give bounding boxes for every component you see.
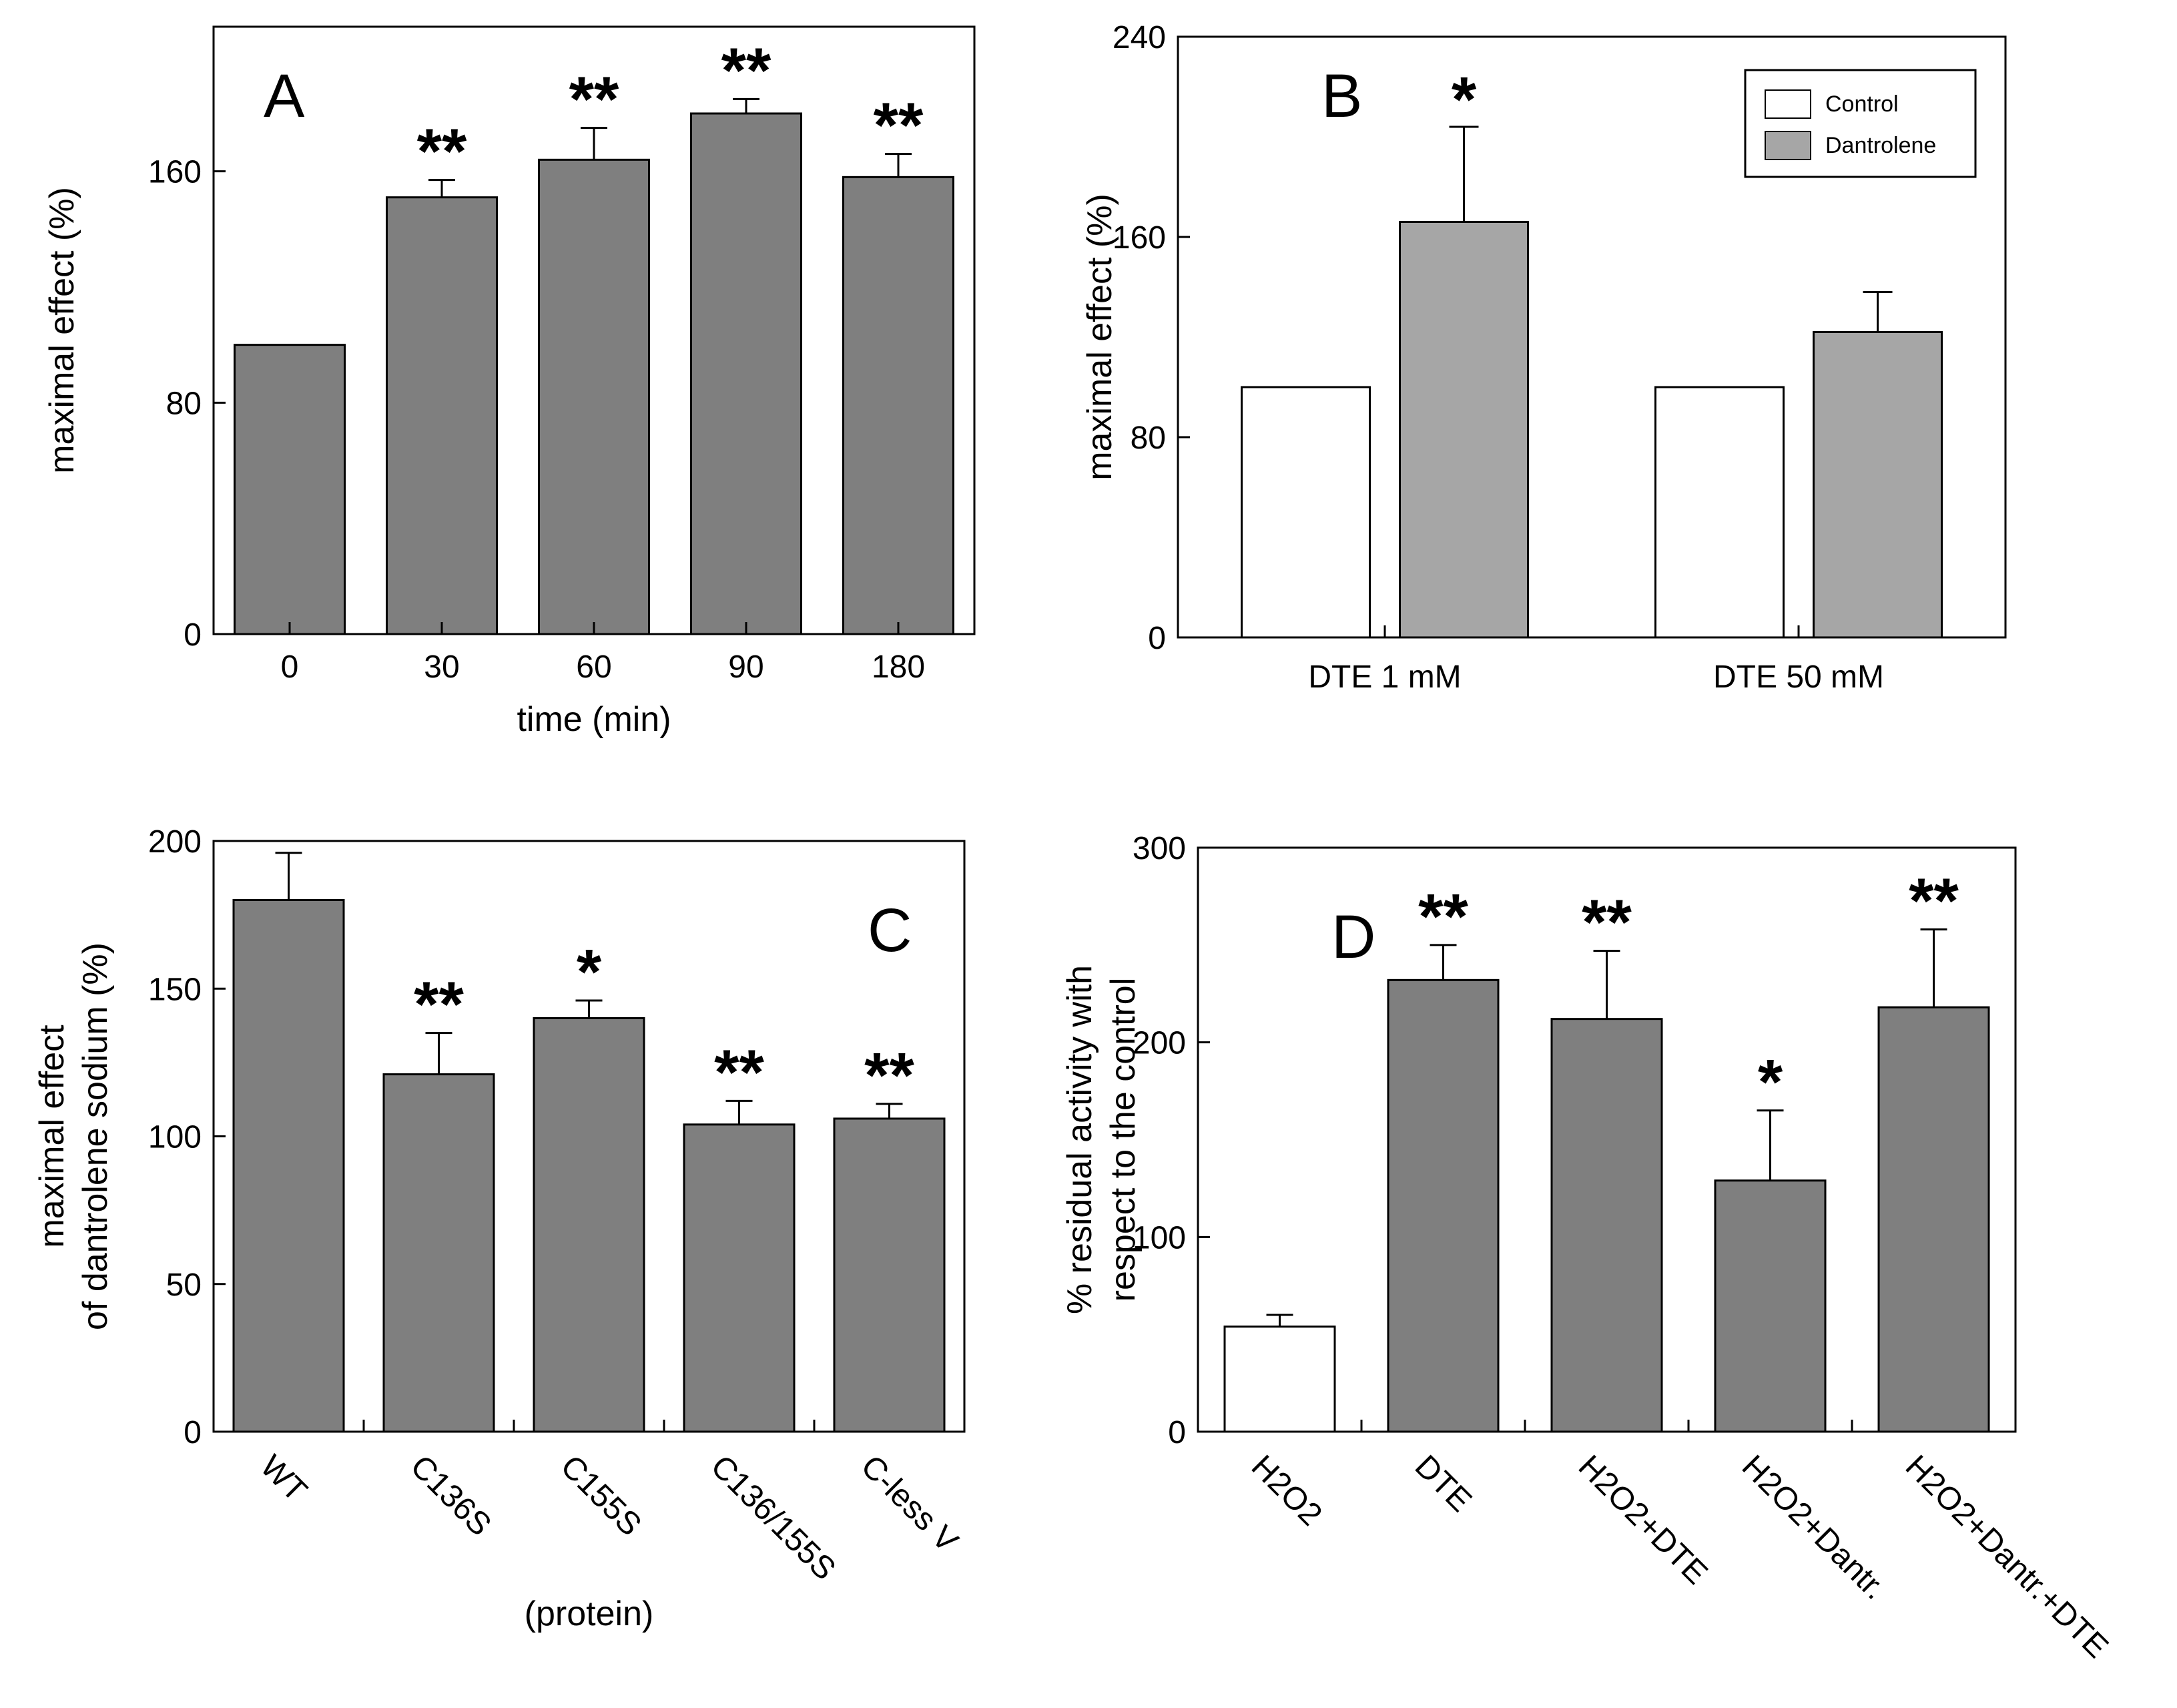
bar xyxy=(1241,386,1371,639)
y-tick-label: 160 xyxy=(148,155,202,190)
panel-letter: D xyxy=(1331,903,1375,971)
bar xyxy=(1877,1006,1990,1433)
legend-label: Dantrolene xyxy=(1825,133,1936,158)
bar xyxy=(1387,978,1500,1433)
significance-label: ** xyxy=(1909,866,1959,937)
bar xyxy=(1714,1179,1827,1433)
x-tick-label: 30 xyxy=(424,649,459,685)
y-tick-label: 80 xyxy=(166,386,202,421)
y-axis-title: % residual activity with xyxy=(1060,965,1099,1314)
bar xyxy=(1399,221,1529,639)
x-axis-title: (protein) xyxy=(525,1595,654,1633)
y-axis-title: respect to the control xyxy=(1104,978,1143,1302)
x-tick-label: 90 xyxy=(728,649,763,685)
x-tick-label: WT xyxy=(254,1448,314,1508)
significance-label: ** xyxy=(1418,881,1468,952)
bar xyxy=(1550,1018,1663,1433)
y-tick-label: 50 xyxy=(166,1267,202,1303)
x-tick-label: 0 xyxy=(281,649,299,685)
panel-letter: A xyxy=(264,62,305,130)
bar xyxy=(382,1073,495,1433)
panel-letter: B xyxy=(1321,62,1362,130)
y-tick-label: 240 xyxy=(1113,20,1166,55)
bar xyxy=(1813,331,1943,639)
panel-letter: C xyxy=(868,896,912,964)
x-axis-title: time (min) xyxy=(517,700,671,739)
bar xyxy=(538,158,650,635)
y-axis-title: of dantrolene sodium (%) xyxy=(76,942,115,1330)
y-axis-title: maximal effect (%) xyxy=(1080,194,1119,481)
significance-label: ** xyxy=(714,1037,764,1108)
significance-label: * xyxy=(1758,1047,1783,1118)
legend-box xyxy=(1744,69,1977,178)
y-tick-label: 150 xyxy=(148,972,202,1007)
x-tick-label: H2O2+DTE xyxy=(1572,1448,1715,1591)
x-tick-label: C155S xyxy=(554,1448,648,1542)
x-tick-label: 180 xyxy=(872,649,925,685)
significance-label: * xyxy=(577,936,602,1008)
bar xyxy=(1654,386,1785,639)
y-tick-label: 0 xyxy=(184,1415,202,1450)
panel-a: 0 80 160 maximal effect (%) A 0 ** 30 ** 60 ** 90 **… xyxy=(43,25,976,739)
y-tick-label: 0 xyxy=(184,617,202,653)
legend-swatch xyxy=(1765,89,1811,119)
x-tick-label: DTE 50 mM xyxy=(1713,659,1884,695)
legend-swatch xyxy=(1765,131,1811,160)
y-tick-label: 0 xyxy=(1168,1415,1186,1450)
x-tick-label: DTE 1 mM xyxy=(1308,659,1461,695)
bar xyxy=(1223,1326,1336,1433)
x-tick-label: H2O2+Dantr. xyxy=(1735,1448,1893,1607)
significance-label: * xyxy=(1452,64,1477,135)
x-tick-label: DTE xyxy=(1408,1448,1478,1518)
significance-label: ** xyxy=(721,35,771,106)
bar xyxy=(683,1123,796,1433)
y-tick-label: 100 xyxy=(1133,1220,1186,1255)
y-axis-title: maximal effect (%) xyxy=(43,187,81,474)
plot-frame xyxy=(1177,35,2007,639)
significance-label: ** xyxy=(1582,887,1632,958)
panel-d: 0 100 200 300 % residual activity with respec… xyxy=(1060,831,2115,1665)
significance-label: ** xyxy=(417,116,467,188)
panel-c: 0 50 100 150 200 maximal effect of dantrolene … xyxy=(33,824,966,1633)
bar xyxy=(232,899,345,1433)
y-tick-label: 300 xyxy=(1133,831,1186,866)
bar xyxy=(833,1117,946,1433)
significance-label: ** xyxy=(874,90,924,162)
y-tick-label: 100 xyxy=(148,1120,202,1155)
legend-label: Control xyxy=(1825,91,1899,117)
x-tick-label: H2O2+Dantr.+DTE xyxy=(1899,1448,2115,1665)
significance-label: ** xyxy=(569,64,619,135)
x-tick-label: C136/155S xyxy=(704,1448,842,1587)
x-tick-label: C136S xyxy=(404,1448,498,1542)
y-axis-title: maximal effect xyxy=(33,1025,71,1248)
x-tick-label: 60 xyxy=(576,649,611,685)
bar xyxy=(842,176,954,635)
bar xyxy=(234,344,346,635)
y-tick-label: 200 xyxy=(148,824,202,860)
panel-b: 0 80 160 240 maximal effect (%) B * DTE 1 mM DTE… xyxy=(1080,20,2007,695)
y-tick-label: 160 xyxy=(1113,220,1166,256)
x-tick-label: C-less V xyxy=(854,1448,965,1559)
significance-label: ** xyxy=(864,1040,914,1111)
y-tick-label: 80 xyxy=(1131,420,1166,456)
bar xyxy=(533,1017,645,1433)
bar xyxy=(690,112,802,635)
y-tick-label: 0 xyxy=(1148,621,1166,656)
x-tick-label: H2O2 xyxy=(1245,1448,1329,1532)
significance-label: ** xyxy=(414,969,464,1041)
y-tick-label: 200 xyxy=(1133,1026,1186,1061)
bar xyxy=(386,196,498,635)
